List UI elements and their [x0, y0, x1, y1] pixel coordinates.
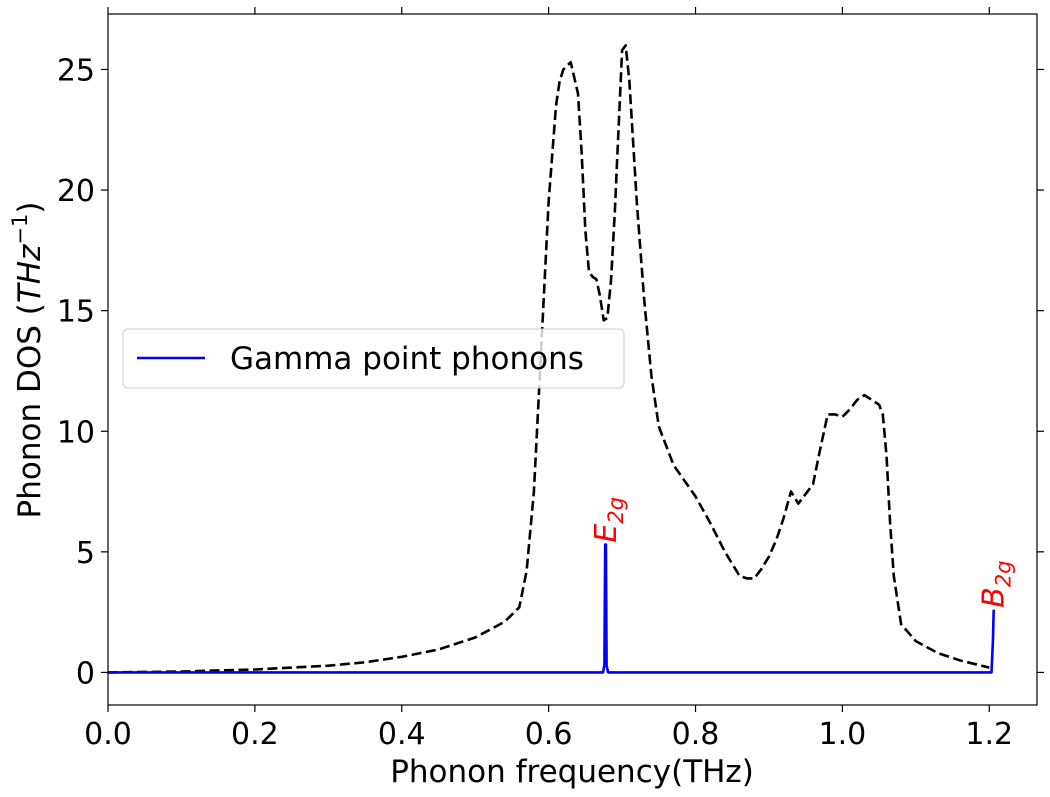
y-tick-label: 10: [57, 415, 95, 450]
annotation-layer: E2g B2g: [589, 497, 1016, 608]
gamma-point-phonons-line: [108, 543, 995, 674]
y-axis-label: Phonon DOS (THz−1): [8, 202, 48, 519]
mode-label-b2g: B2g: [977, 560, 1016, 607]
y-tick-label: 0: [76, 656, 95, 691]
x-tick-label: 0.6: [525, 717, 573, 752]
y-tick-label: 25: [57, 53, 95, 88]
x-axis-ticks: 0.0 0.2 0.4 0.6 0.8 1.0 1.2: [84, 7, 1013, 752]
x-tick-label: 1.2: [965, 717, 1013, 752]
plot-frame: [107, 13, 1038, 706]
legend-entry-label: Gamma point phonons: [230, 341, 584, 377]
y-axis-ticks: 0 5 10 15 20 25: [57, 53, 1044, 691]
y-tick-label: 5: [76, 536, 95, 571]
legend: Gamma point phonons: [122, 328, 625, 389]
x-tick-label: 0.8: [672, 717, 720, 752]
x-axis-label: Phonon frequency(THz): [390, 754, 754, 790]
y-axis-label-unit: THz: [12, 244, 48, 303]
x-tick-label: 0.0: [84, 717, 132, 752]
x-tick-label: 0.4: [378, 717, 426, 752]
legend-box: [122, 328, 625, 389]
mode-label-e2g: E2g: [589, 497, 628, 543]
x-tick-label: 1.0: [819, 717, 867, 752]
y-tick-label: 15: [57, 295, 95, 330]
y-axis-label-prefix: Phonon DOS (: [12, 303, 48, 518]
series-layer: [107, 44, 995, 674]
total-dos-line: [107, 44, 990, 674]
y-tick-label: 20: [57, 174, 95, 209]
y-axis-label-suffix: ): [12, 202, 48, 214]
y-axis-label-exponent: −1: [8, 214, 32, 245]
x-tick-label: 0.2: [231, 717, 279, 752]
